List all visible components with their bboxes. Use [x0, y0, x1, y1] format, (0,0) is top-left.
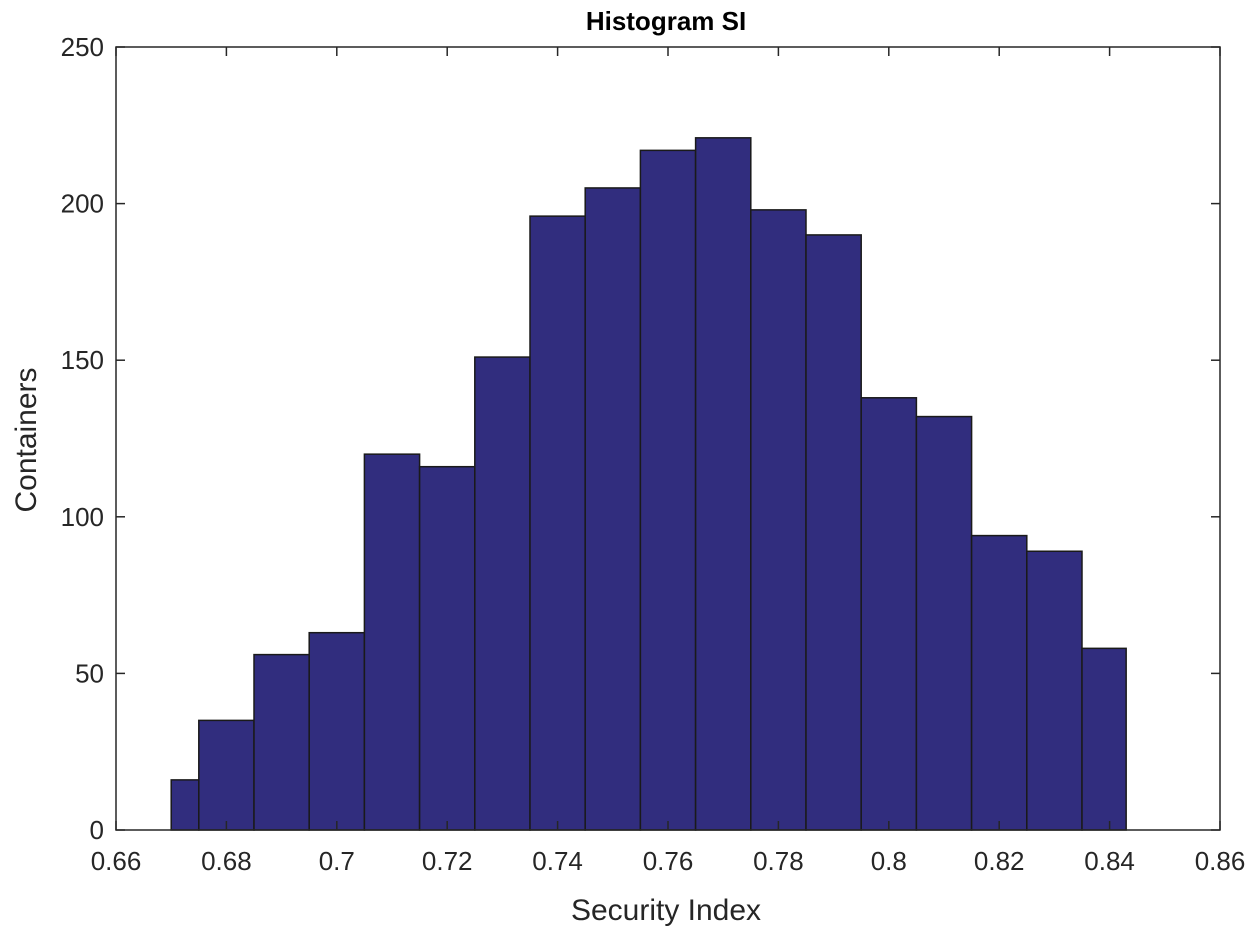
histogram-bar	[308, 631, 366, 831]
y-axis-label: Containers	[10, 367, 43, 512]
histogram-bar	[694, 137, 752, 831]
histogram-bar	[970, 534, 1028, 831]
x-tick-label: 0.76	[643, 846, 694, 876]
x-tick-label: 0.78	[753, 846, 804, 876]
histogram-bar	[750, 209, 807, 831]
x-tick-label: 0.84	[1084, 846, 1135, 876]
x-tick-label: 0.7	[319, 846, 355, 876]
y-tick-label: 150	[61, 345, 104, 375]
axes-group: 0.66 0.68 0.7 0.72 0.74 0.76 0.78 0.8 0.82 0.84 0.…	[61, 32, 1246, 876]
x-tick-label: 0.8	[871, 846, 907, 876]
histogram-bar	[418, 465, 476, 831]
histogram-bar	[805, 234, 862, 831]
y-tick-label: 200	[61, 189, 104, 219]
x-tick-label: 0.86	[1195, 846, 1246, 876]
x-tick-label: 0.72	[422, 846, 473, 876]
y-tick-label: 100	[61, 502, 104, 532]
y-tick-label: 250	[61, 32, 104, 62]
y-tick-label: 0	[90, 815, 104, 845]
x-axis-label: Security Index	[571, 894, 761, 927]
x-tick-label: 0.82	[974, 846, 1025, 876]
histogram-bar	[1081, 647, 1127, 831]
histogram-bar	[860, 397, 918, 831]
histogram-bar	[253, 653, 310, 831]
x-tick-label: 0.66	[91, 846, 142, 876]
histogram-bar	[584, 187, 642, 831]
y-tick-label: 50	[75, 658, 104, 688]
histogram-bar	[170, 779, 200, 831]
histogram-bar	[474, 356, 531, 831]
histogram-bar	[529, 215, 586, 831]
x-tick-label: 0.74	[532, 846, 583, 876]
histogram-bar	[363, 453, 421, 831]
histogram-bar	[639, 149, 697, 831]
x-tick-label: 0.68	[201, 846, 252, 876]
histogram-bar	[915, 415, 973, 831]
histogram-bar	[1026, 550, 1083, 831]
bars-group	[170, 137, 1127, 831]
chart-title: Histogram SI	[586, 6, 746, 36]
histogram-bar	[198, 719, 255, 831]
